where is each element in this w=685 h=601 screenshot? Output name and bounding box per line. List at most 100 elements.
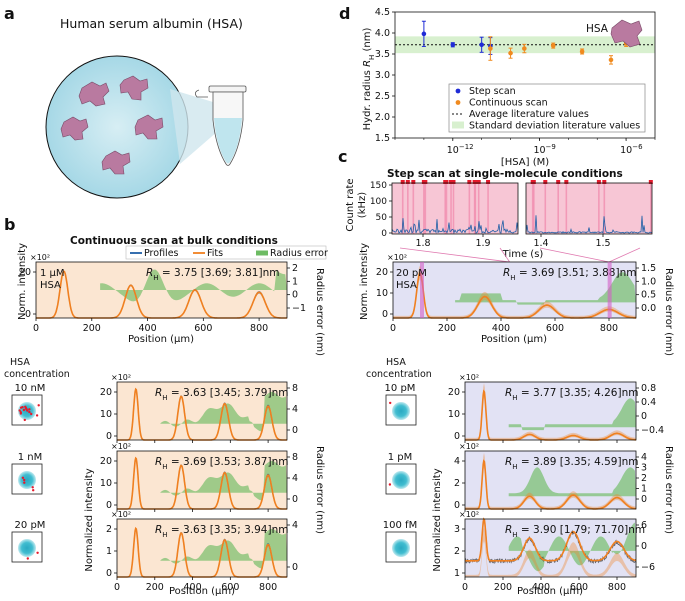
molecule-dot-icon [36,551,39,554]
x-tick-label: 10−9 [533,143,555,156]
x-tick-label: 200 [146,582,164,593]
x-axis-label: Position (μm) [169,586,235,597]
hsa-protein-icon [60,116,89,141]
rh-subscript: H [512,463,517,471]
y-tick-label-right: 0.8 [641,383,656,394]
y-tick-label-right: 0.5 [641,290,656,301]
x-axis-label: Position (μm) [128,334,194,345]
burst-marker [405,180,410,184]
legend-marker [452,121,464,129]
data-point [450,42,456,48]
x-tick-label: 600 [194,323,212,334]
scale-factor-label: ×10² [111,442,131,451]
radius-error-area [508,467,636,497]
rh-symbol: R [505,456,512,468]
burst-marker [451,180,456,184]
y-tick-label: 4 [454,456,460,467]
y-tick-label-right: 2 [641,473,647,484]
burst-marker [602,180,607,184]
x-tick-label: 800 [250,323,268,334]
x-tick-label: 200 [83,323,101,334]
molecule-dot-icon [23,481,26,484]
diffusion-cloud-icon [392,402,410,420]
y-tick-label: 4.0 [375,28,390,39]
y-tick-label: 20 [448,387,460,398]
y-tick-label-right: 0 [292,562,298,573]
scale-text: ×10² [111,373,131,382]
radius-value-label: RH = 3.77 [3.35; 4.26]nm [505,387,638,402]
burst-marker [564,180,569,184]
burst-marker [531,180,536,184]
y-tick-label-right: 2 [292,263,298,274]
y-tick-label-right: 1 [292,276,298,287]
subplot-frame [116,381,288,441]
burst-marker [596,180,601,184]
y-axis-label-right: Radius error (nm) [663,268,674,356]
subplot-frame [464,381,637,441]
rh-subscript: H [162,463,167,471]
x-tick-label: 10−12 [447,143,474,156]
data-point [488,46,493,51]
y-tick-label-right: 3 [641,463,647,474]
rh-value: = 3.75 [3.69; 3.81]nm [159,267,280,279]
scale-factor-label: ×10² [111,510,131,519]
time-tick-label: 1.8 [415,238,430,249]
x-tick-label: 0 [33,323,39,334]
panel-b: b Continuous scan at bulk conditions Pro… [4,215,328,597]
time-axis-label: Time (s) [502,249,544,260]
subplot-background [465,451,636,509]
rh-value: = 3.63 [3.35; 3.94]nm [168,524,289,536]
x-axis-label: Position (μm) [481,334,547,345]
y-tick-label-right: 0 [641,541,647,552]
burst-marker [467,180,472,184]
panel-d: d 1.52.02.53.03.54.04.510−12 10−9 10−6[HSA… [339,4,656,168]
y-tick-label: 10 [100,409,112,420]
radius-error-area [100,269,287,302]
count-tick-label: 150 [370,181,387,191]
count-rate-trace [391,218,519,234]
molecule-dot-icon [22,408,26,412]
y-tick-label: 2 [454,546,460,557]
panel-label-c: c [338,147,347,166]
legend-label: Profiles [144,248,179,259]
rh-value: = 3.77 [3.35; 4.26]nm [518,387,639,399]
count-rate-frame [391,182,519,235]
scale-factor-label: ×10² [111,373,131,382]
molecule-dot-icon [24,405,27,408]
rh-subscript: H [512,394,517,402]
x-tick-label: 800 [259,582,277,593]
rh-subscript: H [162,394,167,402]
y-tick-label: 0 [106,431,112,442]
data-point [579,49,585,54]
molecule-dot-icon [28,408,31,411]
y-tick-label: 3 [454,524,460,535]
y-axis-label-right: Radius error (nm) [314,268,325,356]
ylabel-part: R [362,60,373,67]
y-tick-label: 2.0 [375,112,390,123]
x-tick-label: 200 [438,323,456,334]
x-tick-label: 800 [608,582,626,593]
y-tick-label-right: 4 [641,452,647,463]
panel-c: c Step scan at single-molecule condition… [338,147,674,597]
molecule-dot-icon [19,412,22,415]
x-tick-label: 600 [570,582,588,593]
x-tick-label: 800 [600,323,618,334]
concentration-label: 100 fM [383,520,417,531]
x-tick-label: 0 [390,323,396,334]
rh-subscript: H [153,274,158,282]
tick-base: 10 [533,145,545,156]
y-tick-label: 0 [382,309,388,320]
subplot-frame [464,450,637,510]
zoom-connector [399,247,510,263]
rh-value: = 3.63 [3.45; 3.79]nm [168,387,289,399]
scale-factor-label: ×10² [387,253,407,262]
rh-symbol: R [505,524,512,536]
x-tick-label: 0 [114,582,120,593]
ylabel-part: Hydr. radius [362,67,373,130]
subplot-background [465,382,636,440]
y-tick-label: 10 [448,409,460,420]
radius-value-label: RH = 3.69 [3.51; 3.88]nm [503,267,636,282]
y-tick-label-right: 0 [641,494,647,505]
time-tick-label: 1.5 [595,238,610,249]
